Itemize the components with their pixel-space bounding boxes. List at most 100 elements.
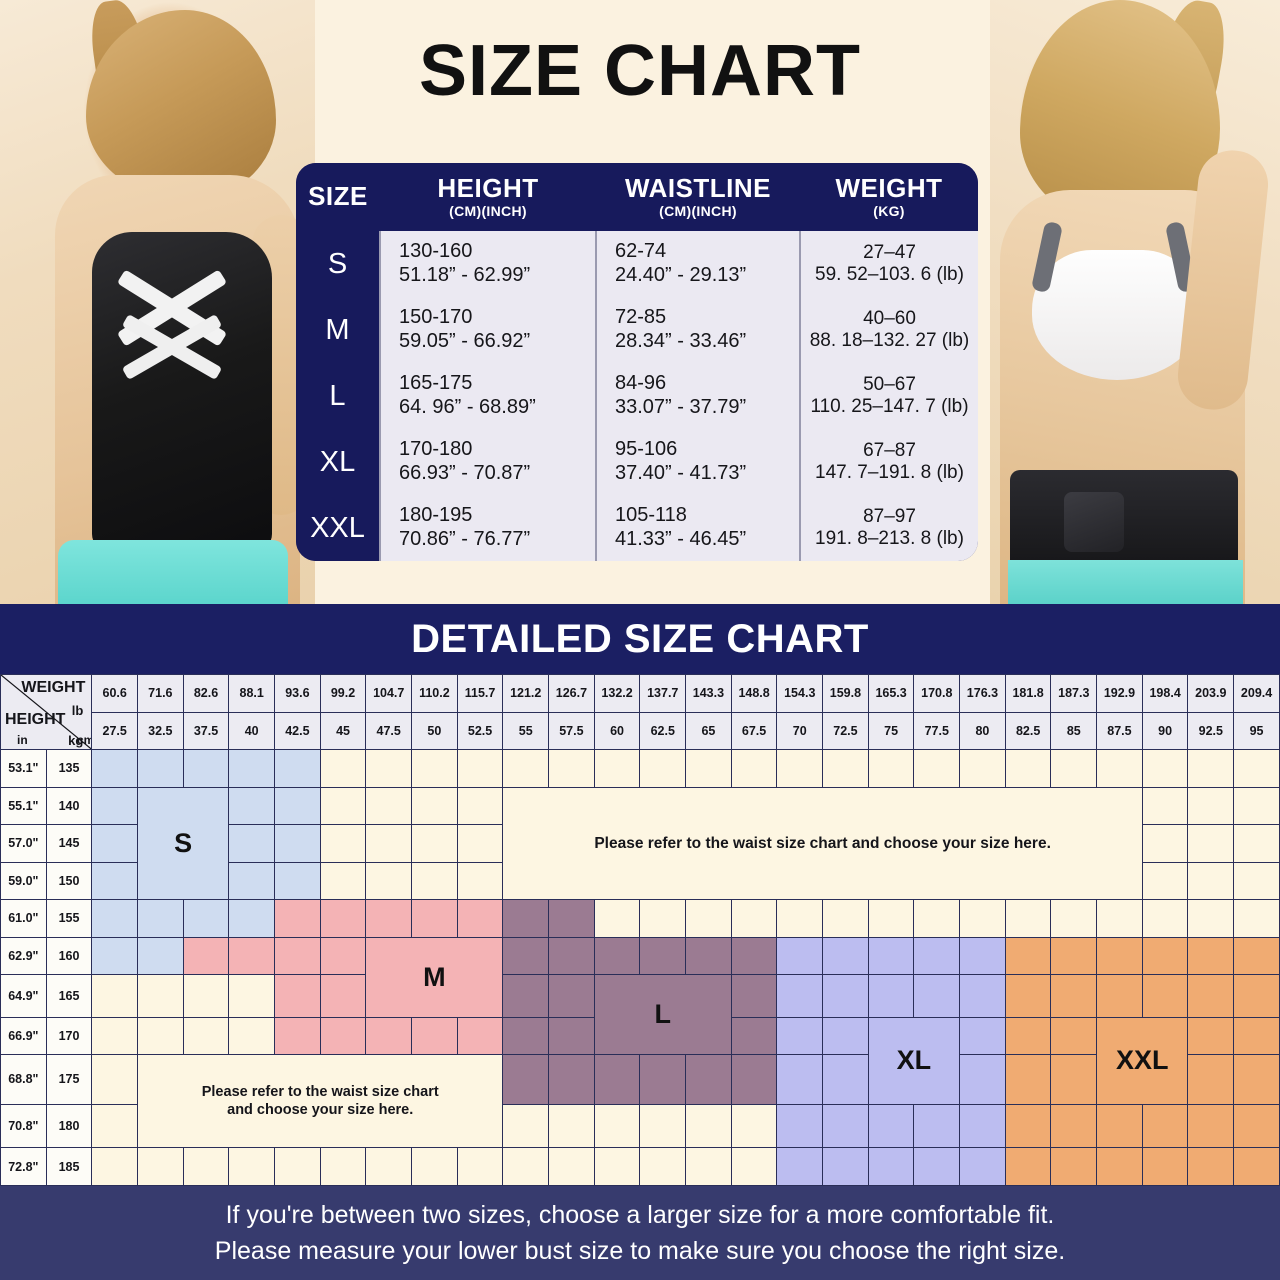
grid-cell bbox=[913, 1147, 961, 1186]
row-m-weight-lb: 88. 18–132. 27 (lb) bbox=[809, 330, 970, 351]
weight-kg-header-14: 67.5 bbox=[730, 711, 778, 751]
weight-kg-header-12: 62.5 bbox=[639, 711, 687, 751]
grid-cell bbox=[730, 936, 778, 976]
height-in-label-7: 66.9" bbox=[0, 1016, 47, 1056]
weight-lb-header-21: 187.3 bbox=[1050, 674, 1098, 713]
grid-cell bbox=[1187, 861, 1235, 901]
row-s-height-cm: 130-160 bbox=[399, 240, 473, 263]
grid-cell bbox=[730, 974, 778, 1018]
weight-lb-header-3: 88.1 bbox=[228, 674, 276, 713]
axis-height-label: HEIGHT bbox=[5, 711, 66, 729]
header-waistline: WAISTLINE (CM)(INCH) bbox=[596, 163, 800, 231]
grid-cell bbox=[1187, 899, 1235, 938]
grid-cell bbox=[1050, 974, 1098, 1018]
grid-cell bbox=[228, 974, 276, 1018]
grid-cell bbox=[1004, 974, 1052, 1018]
grid-cell bbox=[319, 749, 367, 788]
grid-cell bbox=[274, 861, 321, 901]
grid-cell bbox=[91, 1147, 139, 1186]
grid-cell bbox=[274, 1016, 321, 1056]
grid-cell bbox=[776, 749, 824, 788]
height-in-label-6: 64.9" bbox=[0, 974, 47, 1018]
grid-cell bbox=[867, 1103, 915, 1149]
grid-cell bbox=[1050, 1147, 1098, 1186]
grid-cell bbox=[959, 936, 1006, 976]
grid-cell bbox=[182, 899, 230, 938]
grid-cell bbox=[1141, 974, 1189, 1018]
table-row: XXL 180-195 70.86” - 76.77” 105-118 41.3… bbox=[296, 495, 978, 561]
row-m-height-cm: 150-170 bbox=[399, 306, 473, 329]
row-s-weight-kg: 27–47 bbox=[863, 241, 916, 263]
grid-cell bbox=[502, 1054, 550, 1105]
row-l-weight-lb: 110. 25–147. 7 (lb) bbox=[810, 396, 969, 417]
header-size-label: SIZE bbox=[308, 181, 368, 212]
shorts-left bbox=[58, 540, 288, 604]
grid-cell bbox=[867, 936, 915, 976]
row-xl-weight-kg: 67–87 bbox=[863, 439, 916, 461]
grid-cell bbox=[593, 1147, 641, 1186]
grid-cell bbox=[1050, 1016, 1098, 1056]
weight-kg-header-20: 82.5 bbox=[1004, 711, 1052, 751]
grid-cell bbox=[91, 1054, 139, 1105]
grid-cell bbox=[959, 899, 1006, 938]
weight-kg-header-0: 27.5 bbox=[91, 711, 139, 751]
grid-note-short: Please refer to the waist size chart and … bbox=[137, 1054, 504, 1149]
row-size-l: L bbox=[296, 363, 380, 429]
grid-cell bbox=[593, 1103, 641, 1149]
grid-cell bbox=[137, 1147, 184, 1186]
grid-cell bbox=[867, 1147, 915, 1186]
grid-cell bbox=[776, 974, 824, 1018]
grid-cell bbox=[685, 1103, 732, 1149]
grid-cell bbox=[411, 899, 458, 938]
grid-cell bbox=[1141, 1147, 1189, 1186]
grid-cell bbox=[456, 1147, 504, 1186]
grid-cell bbox=[365, 899, 413, 938]
row-s-weight: 27–47 59. 52–103. 6 (lb) bbox=[799, 231, 978, 297]
grid-cell bbox=[1187, 824, 1235, 863]
grid-row: 72.8" 185 bbox=[0, 1147, 1280, 1186]
grid-cell bbox=[1187, 749, 1235, 788]
grid-cell bbox=[913, 974, 961, 1018]
height-cm-label-3: 150 bbox=[45, 861, 93, 901]
grid-row: 64.9" 165 L bbox=[0, 974, 1280, 1056]
zone-label-l: L bbox=[593, 974, 732, 1056]
detailed-title-band: DETAILED SIZE CHART bbox=[0, 604, 1280, 674]
grid-cell bbox=[91, 1016, 139, 1056]
footer-line-1: If you're between two sizes, choose a la… bbox=[225, 1200, 1055, 1229]
grid-cell bbox=[319, 936, 367, 976]
grid-header-kg-row: 27.5 32.5 37.5 40 42.5 45 47.5 50 52.5 55 57.5 60 62… bbox=[1, 711, 1280, 751]
grid-cell bbox=[502, 749, 550, 788]
height-cm-label-10: 185 bbox=[45, 1147, 93, 1186]
grid-row: 66.9" 170 XL XXL bbox=[0, 1016, 1280, 1105]
grid-cell bbox=[548, 1054, 595, 1105]
grid-cell bbox=[1187, 936, 1235, 976]
grid-cell bbox=[1004, 1016, 1052, 1056]
weight-lb-header-13: 143.3 bbox=[685, 674, 732, 713]
weight-kg-header-5: 45 bbox=[319, 711, 367, 751]
height-in-label-0: 53.1" bbox=[0, 749, 47, 788]
grid-row: 68.8" 175 Please refer to the waist size c… bbox=[0, 1054, 1280, 1149]
posture-brace-front bbox=[1010, 470, 1238, 575]
grid-cell bbox=[822, 936, 869, 976]
grid-cell bbox=[137, 974, 184, 1018]
grid-cell bbox=[1141, 824, 1189, 863]
weight-lb-header-23: 198.4 bbox=[1141, 674, 1189, 713]
grid-cell bbox=[274, 974, 321, 1018]
grid-cell bbox=[867, 974, 915, 1018]
grid-cell bbox=[1233, 1147, 1280, 1186]
row-xl-height-cm: 170-180 bbox=[399, 438, 473, 461]
grid-cell bbox=[365, 749, 413, 788]
grid-cell bbox=[1187, 974, 1235, 1018]
row-xl-height: 170-180 66.93” - 70.87” bbox=[379, 429, 596, 495]
row-size-xl: XL bbox=[296, 429, 380, 495]
grid-cell bbox=[228, 936, 276, 976]
grid-cell bbox=[639, 936, 687, 976]
weight-kg-header-15: 70 bbox=[776, 711, 824, 751]
weight-kg-header-17: 75 bbox=[867, 711, 915, 751]
grid-cell bbox=[228, 1016, 276, 1056]
grid-cell bbox=[274, 1147, 321, 1186]
row-l-height-cm: 165-175 bbox=[399, 372, 473, 395]
shorts-right bbox=[1008, 560, 1243, 604]
grid-cell bbox=[456, 824, 504, 863]
header-weight-units: (KG) bbox=[873, 202, 905, 219]
